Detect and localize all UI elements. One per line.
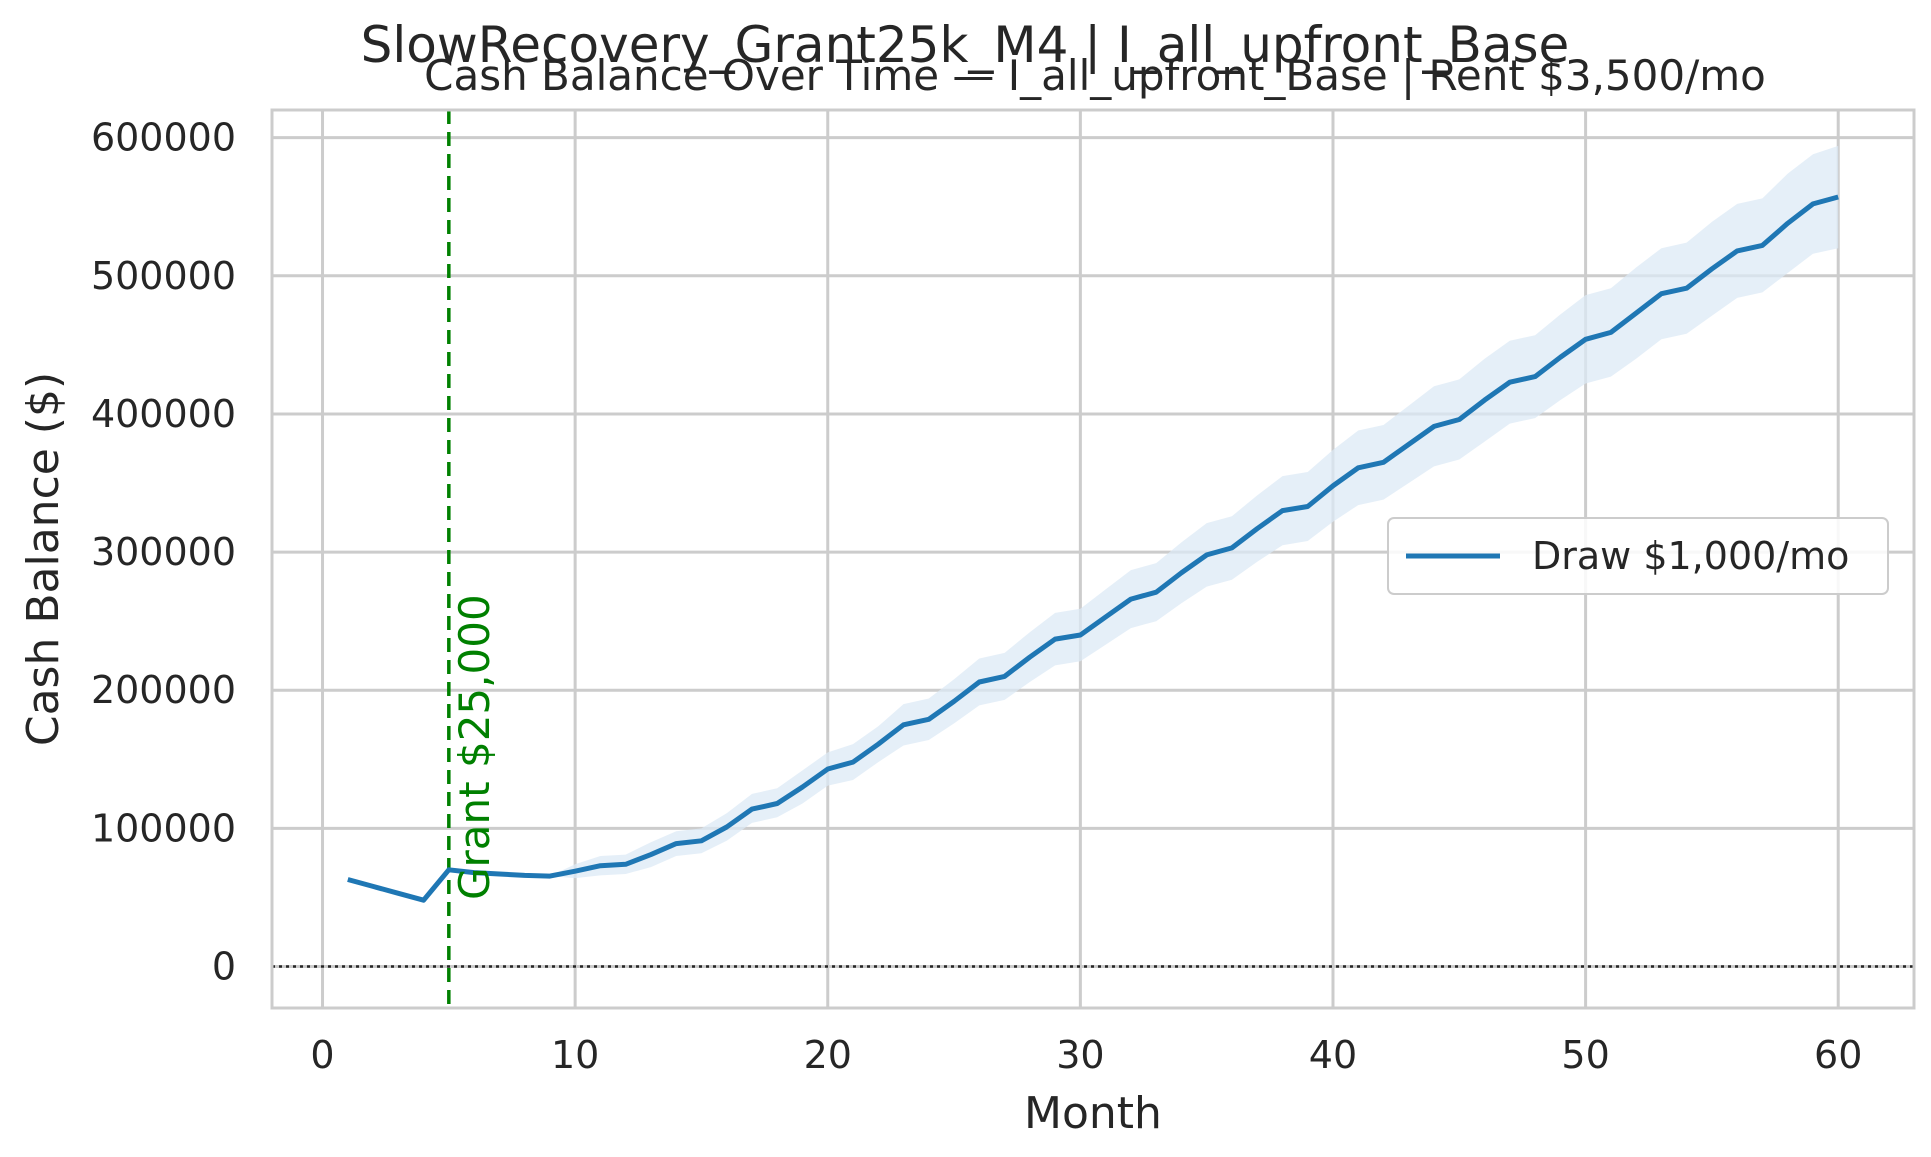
x-tick-label: 40 xyxy=(1309,1033,1357,1077)
y-tick-label: 500000 xyxy=(91,254,236,298)
y-tick-label: 200000 xyxy=(91,668,236,712)
x-tick-label: 0 xyxy=(310,1033,334,1077)
y-tick-label: 100000 xyxy=(91,806,236,850)
grant-label: Grant $25,000 xyxy=(450,594,499,900)
y-tick-label: 400000 xyxy=(91,392,236,436)
x-tick-labels: 0 10 20 30 40 50 60 xyxy=(310,1033,1862,1077)
y-axis-label: Cash Balance ($) xyxy=(18,372,69,746)
x-tick-label: 20 xyxy=(804,1033,852,1077)
legend-frame xyxy=(1387,517,1889,595)
x-tick-label: 30 xyxy=(1056,1033,1104,1077)
y-tick-label: 0 xyxy=(212,945,236,989)
series-line xyxy=(347,194,1839,903)
y-tick-label: 600000 xyxy=(91,116,236,160)
legend-entry: Draw $1,000/mo xyxy=(1532,534,1849,578)
chart-title: Cash Balance Over Time — I_all_upfront_B… xyxy=(424,51,1766,100)
y-tick-labels: 0 100000 200000 300000 400000 500000 600000 xyxy=(91,116,236,989)
plot-frame xyxy=(270,108,1916,1010)
grant-annotation: Grant $25,000 xyxy=(450,594,499,900)
legend: Draw $1,000/mo xyxy=(1387,517,1889,595)
x-tick-label: 60 xyxy=(1814,1033,1862,1077)
suptitle: SlowRecovery_Grant25k_M4 | I_all_upfront… xyxy=(361,16,1570,74)
y-tick-label: 300000 xyxy=(91,530,236,574)
x-axis-label: Month xyxy=(1024,1088,1162,1139)
x-tick-label: 10 xyxy=(551,1033,599,1077)
x-tick-label: 50 xyxy=(1561,1033,1609,1077)
series-lines xyxy=(347,194,1839,903)
